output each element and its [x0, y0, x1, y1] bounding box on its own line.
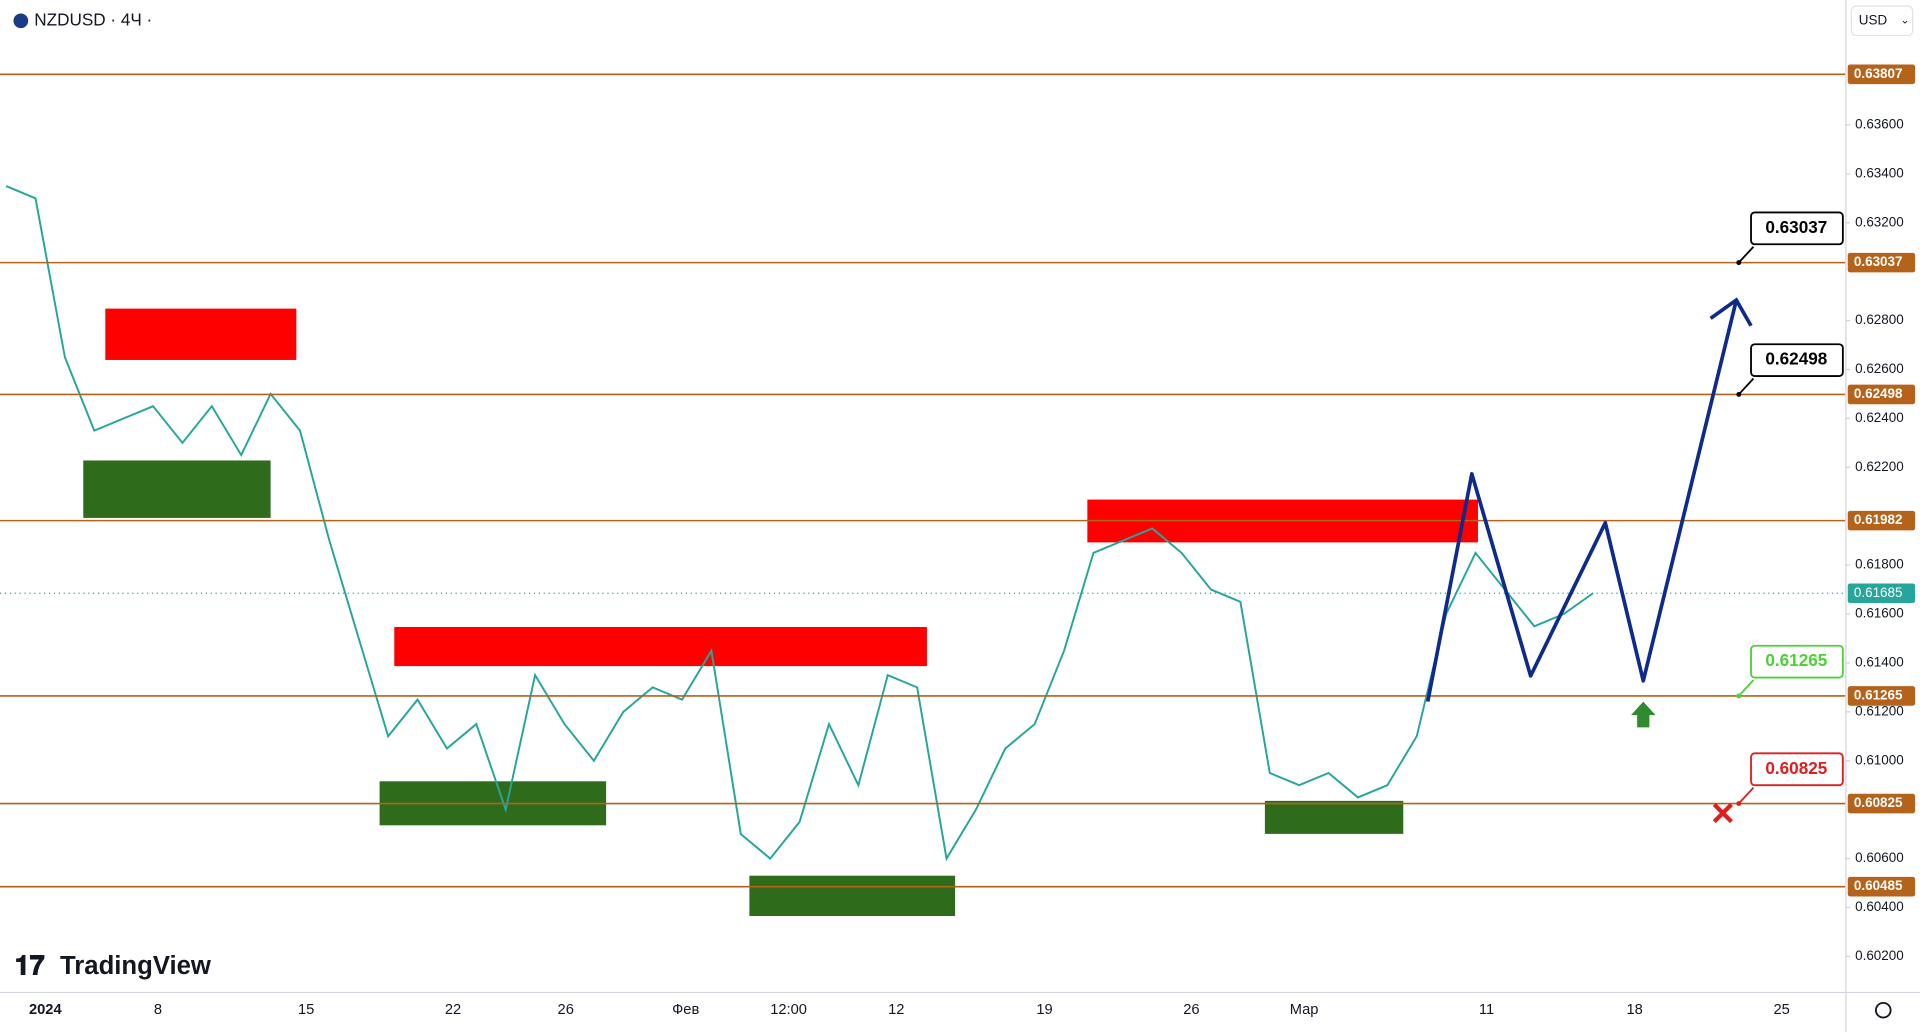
x-tick-label: Мар [1290, 1002, 1319, 1018]
callout-box [1750, 343, 1844, 377]
x-tick-label: Фев [672, 1002, 699, 1018]
demand-zone [749, 875, 956, 917]
x-tick-label: 26 [558, 1002, 574, 1018]
y-tick-label: 0.62400 [1855, 410, 1904, 425]
logo: 𝟏𝟕 TradingView [15, 950, 212, 980]
callout-anchor [1736, 260, 1742, 266]
callout-text: 0.63037 [1765, 217, 1827, 237]
level-label-bg [1847, 64, 1916, 85]
cross-mark [1712, 802, 1733, 824]
level-label-bg [1847, 252, 1916, 273]
x-tick-label: 22 [445, 1002, 461, 1018]
callout-box [1750, 752, 1844, 787]
callout-anchor [1736, 693, 1742, 699]
level-label-bg [1847, 876, 1916, 897]
callout-text: 0.62498 [1765, 349, 1827, 369]
level-label-bg [1847, 793, 1916, 814]
callout-leader [1738, 246, 1755, 264]
y-tick-label: 0.60600 [1855, 850, 1904, 865]
level-label: 0.62498 [1854, 386, 1903, 401]
y-tick-label: 0.61000 [1855, 752, 1904, 767]
level-label-bg [1847, 384, 1916, 405]
currency[interactable]: USD [1859, 12, 1888, 27]
y-tick-label: 0.63400 [1855, 165, 1904, 180]
currency-button[interactable] [1850, 5, 1914, 37]
demand-zone [83, 460, 271, 518]
y-tick-label: 0.61600 [1855, 606, 1904, 621]
supply-zone [394, 626, 927, 667]
x-tick-label: 2024 [29, 1002, 63, 1018]
level-label: 0.63807 [1854, 66, 1903, 81]
level-label: 0.60485 [1854, 878, 1903, 893]
callout-box [1750, 211, 1844, 246]
x-tick-label: 8 [154, 1002, 162, 1018]
level-label: 0.63037 [1854, 254, 1903, 269]
x-tick-label: 12 [888, 1002, 904, 1018]
callout-leader [1738, 679, 1755, 697]
y-tick-label: 0.61800 [1855, 557, 1904, 572]
level-label: 0.61265 [1854, 688, 1903, 703]
x-tick-label: 19 [1036, 1002, 1052, 1018]
callout-leader [1738, 377, 1755, 396]
demand-zone [1264, 800, 1404, 834]
symbol: NZDUSD · 4Ч · [34, 9, 152, 29]
y-tick-label: 0.63200 [1855, 214, 1904, 229]
callout-anchor [1736, 391, 1742, 397]
callout-leader [1738, 787, 1755, 805]
x-tick-label: 26 [1183, 1002, 1199, 1018]
last-price-bg [1847, 583, 1916, 604]
supply-zone [105, 308, 297, 360]
flag-icon [13, 13, 29, 29]
callout-text: 0.60825 [1765, 758, 1827, 778]
arrowhead [1709, 297, 1753, 327]
logo-mark: 𝟏𝟕 [15, 950, 45, 980]
last-price-label: 0.61685 [1854, 585, 1903, 600]
y-tick-label: 0.62600 [1855, 361, 1904, 376]
callout-text: 0.61265 [1765, 650, 1827, 670]
plot: 0.63037 0.62498 0.61265 0.60825 [0, 73, 1846, 917]
level-label: 0.60825 [1854, 795, 1903, 810]
dropdown-icon[interactable]: ⌄ [1900, 15, 1909, 27]
x-tick-label: 11 [1479, 1002, 1494, 1018]
x-tick-label: 18 [1627, 1002, 1643, 1018]
settings-icon[interactable] [1875, 1001, 1892, 1019]
y-tick-label: 0.60400 [1855, 899, 1904, 914]
x-tick-label: 25 [1773, 1002, 1789, 1018]
y-tick-label: 0.62800 [1855, 312, 1904, 327]
level-label-bg [1847, 510, 1916, 531]
callout-anchor [1736, 801, 1742, 806]
x-tick-label: 15 [298, 1002, 314, 1018]
y-tick-label: 0.61200 [1855, 703, 1904, 718]
y-tick-label: 0.60200 [1855, 948, 1904, 963]
callout-box [1750, 644, 1844, 679]
y-tick-label: 0.63600 [1855, 117, 1904, 132]
level-label-bg [1847, 686, 1916, 706]
brand: TradingView [60, 952, 212, 980]
y-tick-label: 0.62200 [1855, 459, 1904, 474]
y-tick-label: 0.61400 [1855, 654, 1904, 669]
up-arrow [1631, 701, 1656, 728]
x-tick-label: 12:00 [770, 1002, 807, 1018]
projection-path [1425, 299, 1739, 702]
level-label: 0.61982 [1854, 512, 1903, 527]
